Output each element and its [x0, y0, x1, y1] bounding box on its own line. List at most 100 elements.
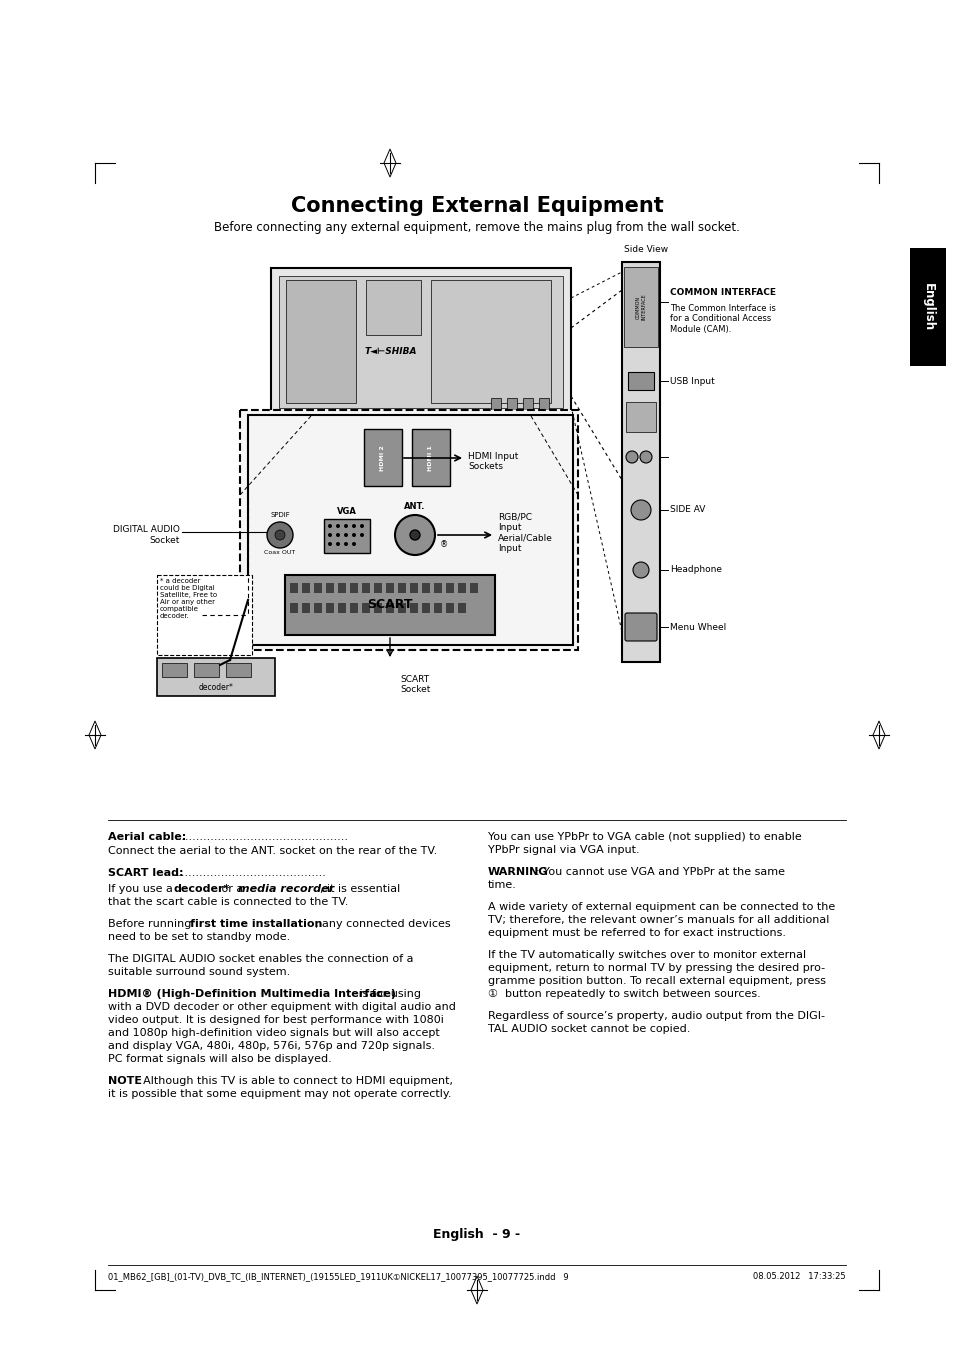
Text: it is possible that some equipment may not operate correctly.: it is possible that some equipment may n… [108, 1089, 451, 1098]
Bar [410, 603, 417, 613]
Text: ................................................: ........................................… [174, 832, 349, 842]
Circle shape [410, 530, 419, 540]
Bar [361, 584, 370, 593]
Bar [421, 584, 430, 593]
Circle shape [274, 530, 285, 540]
Bar [193, 663, 219, 677]
Text: equipment, return to normal TV by pressing the desired pro-: equipment, return to normal TV by pressi… [488, 963, 824, 973]
Text: The Common Interface is
for a Conditional Access
Module (CAM).: The Common Interface is for a Conditiona… [669, 304, 775, 334]
Bar [410, 584, 417, 593]
Bar [290, 603, 297, 613]
Text: and 1080p high-definition video signals but will also accept: and 1080p high-definition video signals … [108, 1028, 439, 1038]
Text: TAL AUDIO socket cannot be copied.: TAL AUDIO socket cannot be copied. [488, 1024, 690, 1034]
Text: * a decoder
could be Digital
Satellite, Free to
Air or any other
compatible
deco: * a decoder could be Digital Satellite, … [160, 578, 217, 619]
Circle shape [344, 542, 348, 546]
Text: media recorder: media recorder [237, 884, 334, 894]
Text: DIGITAL AUDIO
Socket: DIGITAL AUDIO Socket [113, 526, 180, 544]
Text: : You cannot use VGA and YPbPr at the same: : You cannot use VGA and YPbPr at the sa… [536, 867, 784, 877]
Text: SCART: SCART [367, 598, 413, 612]
Text: COMMON
INTERFACE: COMMON INTERFACE [635, 293, 646, 320]
Bar [240, 409, 578, 650]
Bar [625, 403, 656, 432]
Text: Headphone: Headphone [669, 566, 721, 574]
Text: decoder*: decoder* [198, 684, 233, 693]
Text: If the TV automatically switches over to monitor external: If the TV automatically switches over to… [488, 950, 805, 961]
Bar [248, 415, 573, 644]
Bar [431, 280, 551, 403]
Circle shape [352, 524, 355, 528]
Text: Connecting External Equipment: Connecting External Equipment [291, 196, 662, 216]
Text: with a DVD decoder or other equipment with digital audio and: with a DVD decoder or other equipment wi… [108, 1002, 456, 1012]
Bar [162, 663, 187, 677]
Bar [350, 584, 357, 593]
Bar [457, 603, 465, 613]
Bar [326, 603, 334, 613]
Text: English  - 9 -: English - 9 - [433, 1228, 520, 1242]
Text: Regardless of source’s property, audio output from the DIGI-: Regardless of source’s property, audio o… [488, 1011, 824, 1021]
Bar [434, 603, 441, 613]
Text: You can use YPbPr to VGA cable (not supplied) to enable: You can use YPbPr to VGA cable (not supp… [488, 832, 801, 842]
Circle shape [633, 562, 648, 578]
Text: The DIGITAL AUDIO socket enables the connection of a: The DIGITAL AUDIO socket enables the con… [108, 954, 413, 965]
Text: Menu Wheel: Menu Wheel [669, 623, 725, 631]
Text: Before running: Before running [108, 919, 194, 929]
Text: : Although this TV is able to connect to HDMI equipment,: : Although this TV is able to connect to… [136, 1075, 453, 1086]
Bar [371, 416, 471, 428]
Text: If you use a: If you use a [108, 884, 176, 894]
Text: A wide variety of external equipment can be connected to the: A wide variety of external equipment can… [488, 902, 835, 912]
Bar [446, 584, 454, 593]
Bar [350, 603, 357, 613]
Bar [226, 663, 251, 677]
Text: RGB/PC
Input
Aerial/Cable
Input: RGB/PC Input Aerial/Cable Input [497, 513, 553, 553]
Text: SPDIF: SPDIF [270, 512, 290, 517]
Bar [271, 267, 571, 416]
Text: HDMI 2: HDMI 2 [380, 444, 385, 471]
Text: TV; therefore, the relevant owner’s manuals for all additional: TV; therefore, the relevant owner’s manu… [488, 915, 828, 925]
Bar [290, 584, 297, 593]
Text: T◄⊢SHIBA: T◄⊢SHIBA [364, 347, 416, 357]
Bar [623, 267, 658, 347]
Bar [446, 603, 454, 613]
Circle shape [267, 521, 293, 549]
Bar [470, 584, 477, 593]
Text: 01_MB62_[GB]_(01-TV)_DVB_TC_(IB_INTERNET)_(19155LED_1911UK①NICKEL17_10077395_100: 01_MB62_[GB]_(01-TV)_DVB_TC_(IB_INTERNET… [108, 1273, 568, 1281]
Bar [397, 603, 406, 613]
Text: suitable surround sound system.: suitable surround sound system. [108, 967, 290, 977]
Text: ...........................................: ........................................… [171, 867, 327, 878]
Text: 08.05.2012   17:33:25: 08.05.2012 17:33:25 [753, 1273, 845, 1281]
Text: decoder*: decoder* [173, 884, 230, 894]
FancyBboxPatch shape [324, 519, 370, 553]
Circle shape [359, 524, 364, 528]
Bar [286, 280, 355, 403]
Text: PC format signals will also be displayed.: PC format signals will also be displayed… [108, 1054, 332, 1065]
Bar [285, 576, 495, 635]
Text: Side View: Side View [623, 245, 667, 254]
Circle shape [625, 451, 638, 463]
Bar [157, 658, 274, 696]
Text: first time installation: first time installation [190, 919, 322, 929]
Bar [337, 603, 346, 613]
Circle shape [344, 534, 348, 536]
Bar [522, 399, 533, 412]
FancyBboxPatch shape [624, 613, 657, 640]
Circle shape [630, 500, 650, 520]
Text: time.: time. [488, 880, 517, 890]
Text: HDMI® (High-Definition Multimedia Interface): HDMI® (High-Definition Multimedia Interf… [108, 989, 395, 1000]
Bar [366, 280, 420, 335]
Text: Connect the aerial to the ANT. socket on the rear of the TV.: Connect the aerial to the ANT. socket on… [108, 846, 436, 857]
Circle shape [395, 515, 435, 555]
Circle shape [352, 534, 355, 536]
Text: , any connected devices: , any connected devices [314, 919, 450, 929]
Bar [411, 428, 431, 436]
Circle shape [352, 542, 355, 546]
Text: HDMI Input
Sockets: HDMI Input Sockets [468, 453, 517, 471]
Circle shape [328, 534, 332, 536]
FancyBboxPatch shape [364, 430, 401, 486]
Bar [337, 584, 346, 593]
Text: Before connecting any external equipment, remove the mains plug from the wall so: Before connecting any external equipment… [213, 222, 740, 234]
Circle shape [359, 534, 364, 536]
Circle shape [639, 451, 651, 463]
Bar [621, 262, 659, 662]
FancyBboxPatch shape [412, 430, 450, 486]
Text: SIDE AV: SIDE AV [669, 505, 704, 515]
